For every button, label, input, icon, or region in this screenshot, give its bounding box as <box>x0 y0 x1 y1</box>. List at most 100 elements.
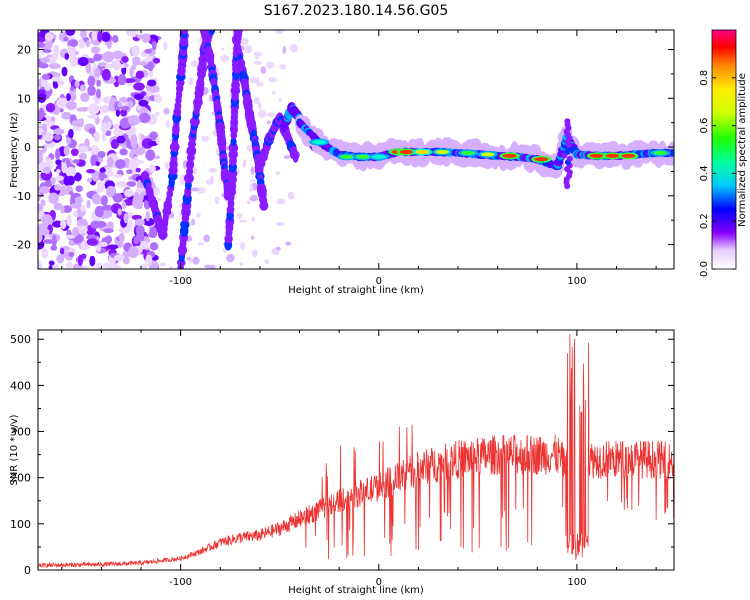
spectrogram-ytick-label: 10 <box>17 92 31 105</box>
heatmap-noise <box>38 107 45 119</box>
snr-axes: -100 0 100 0 100 200 300 400 500 <box>10 330 674 588</box>
heatmap-noise <box>110 139 119 150</box>
heatmap-noise <box>260 66 267 74</box>
heatmap-noise <box>130 134 138 145</box>
heatmap-noise <box>66 93 71 102</box>
heatmap-noise <box>61 205 73 213</box>
heatmap-noise <box>54 184 61 191</box>
heatmap-noise <box>48 192 59 204</box>
heatmap-noise <box>68 251 75 258</box>
heatmap-noise <box>147 79 157 87</box>
heatmap-noise <box>65 137 72 145</box>
heatmap-noise <box>107 105 115 111</box>
colorbar-tick-label: 0.0 <box>699 261 710 277</box>
heatmap-noise <box>85 39 90 48</box>
heatmap-noise <box>278 98 282 103</box>
heatmap-noise <box>54 264 60 269</box>
heatmap-noise <box>61 66 68 77</box>
heatmap-noise <box>214 196 220 205</box>
heatmap-noise <box>116 64 126 69</box>
heatmap-noise <box>73 172 82 182</box>
heatmap-noise <box>41 73 51 80</box>
heatmap-noise <box>100 31 111 42</box>
heatmap-noise <box>133 82 145 91</box>
spectrogram-frame <box>37 29 675 270</box>
heatmap-noise <box>205 179 214 185</box>
heatmap-noise <box>103 166 112 173</box>
heatmap-noise <box>118 228 128 233</box>
heatmap-noise <box>93 53 103 62</box>
heatmap-noise <box>66 214 72 227</box>
heatmap-noise <box>70 148 79 157</box>
heatmap-noise <box>101 133 107 142</box>
spectrogram-xtick-label: 100 <box>567 276 586 287</box>
heatmap-noise <box>139 106 148 115</box>
heatmap-streak <box>230 137 237 147</box>
heatmap-noise <box>60 219 67 230</box>
heatmap-noise <box>69 51 77 61</box>
heatmap-noise <box>282 46 287 54</box>
heatmap-noise <box>90 145 100 157</box>
heatmap-noise <box>105 235 113 244</box>
heatmap-noise <box>165 119 170 128</box>
heatmap-noise <box>88 103 100 115</box>
colorbar-ticks: 0.0 0.2 0.4 0.6 0.8 <box>699 70 736 277</box>
heatmap-noise <box>133 191 140 203</box>
heatmap-noise <box>149 85 160 94</box>
snr-xtick-label: 100 <box>567 577 586 588</box>
heatmap-noise <box>279 64 287 70</box>
heatmap-noise <box>100 195 108 206</box>
heatmap-noise <box>64 52 70 60</box>
heatmap-noise <box>48 260 55 266</box>
heatmap-noise <box>289 43 298 53</box>
heatmap-noise <box>78 38 85 49</box>
heatmap-noise <box>94 220 107 228</box>
heatmap-noise <box>121 105 131 111</box>
heatmap-noise <box>101 122 108 134</box>
heatmap-noise <box>65 100 77 111</box>
colorbar-tick-label: 0.2 <box>699 213 710 229</box>
snr-panel: -100 0 100 0 100 200 300 400 500 Height of strai… <box>9 329 675 596</box>
heatmap-noise <box>80 204 86 212</box>
heatmap-noise <box>239 241 246 250</box>
heatmap-noise <box>50 244 58 251</box>
heatmap-noise <box>140 241 149 250</box>
heatmap-noise <box>112 193 124 203</box>
heatmap-noise <box>53 44 60 56</box>
heatmap-noise <box>153 93 162 103</box>
heatmap-noise <box>80 253 87 259</box>
colorbar-tick-label: 0.4 <box>699 165 710 181</box>
spectrogram-xlabel: Height of straight line (km) <box>288 285 424 296</box>
heatmap-peak <box>355 154 370 159</box>
heatmap-noise <box>81 266 89 269</box>
heatmap-noise <box>60 111 72 120</box>
heatmap-noise <box>186 257 191 261</box>
heatmap-noise <box>40 199 46 207</box>
heatmap-noise <box>99 167 106 173</box>
heatmap-noise <box>38 149 44 157</box>
heatmap-noise <box>283 155 291 160</box>
heatmap-noise <box>246 200 252 205</box>
spectrogram-xtick-label: -100 <box>169 276 192 287</box>
heatmap-noise <box>75 196 84 204</box>
heatmap-noise <box>105 130 112 137</box>
heatmap-noise <box>86 199 91 209</box>
heatmap-noise <box>89 255 96 267</box>
heatmap-noise <box>78 152 88 160</box>
figure-title: S167.2023.180.14.56.G05 <box>264 3 449 19</box>
heatmap-noise <box>103 228 114 234</box>
heatmap-noise <box>258 101 262 110</box>
heatmap-noise <box>45 102 56 113</box>
snr-ytick-label: 200 <box>10 472 31 485</box>
heatmap-noise <box>149 242 159 251</box>
spectrogram-ytick-label: 0 <box>24 141 31 154</box>
heatmap-noise <box>112 35 119 43</box>
heatmap-noise <box>60 185 66 197</box>
heatmap-noise <box>99 104 111 113</box>
spectrogram-xtick-label: 0 <box>376 276 382 287</box>
heatmap-noise <box>208 167 218 173</box>
heatmap-noise <box>43 239 54 245</box>
heatmap-noise <box>41 248 49 259</box>
heatmap-noise <box>209 94 214 102</box>
heatmap-noise <box>250 76 257 84</box>
